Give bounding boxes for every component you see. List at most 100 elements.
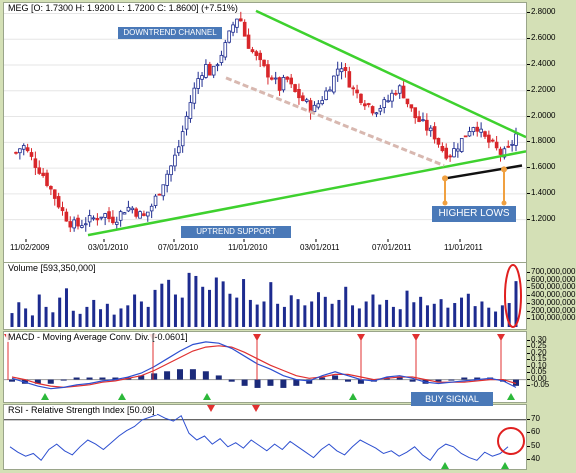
macd-buy-signal-marker	[118, 393, 126, 400]
candle-body	[134, 208, 138, 217]
volume-bar	[466, 293, 470, 327]
candle-body	[254, 51, 259, 56]
rsi-y-tick-label: 70	[531, 413, 540, 423]
uptrend-support-line	[87, 150, 526, 237]
candle-body	[68, 221, 73, 228]
candle-body	[184, 115, 189, 130]
rsi-chart	[4, 405, 526, 469]
price-title: MEG [O: 1.7300 H: 1.9200 L: 1.7200 C: 1.…	[6, 3, 240, 13]
candle-body	[111, 216, 115, 224]
x-tick-label: 07/01/2011	[372, 243, 412, 252]
candle-body	[347, 71, 352, 88]
candle-body	[246, 34, 251, 49]
volume-y-tick-label: 100,000,000	[531, 313, 576, 323]
candle-body	[223, 42, 228, 58]
higher-lows-anchor	[501, 200, 507, 206]
macd-histogram-bar	[34, 379, 41, 384]
candle-body	[409, 104, 414, 109]
volume-bar	[71, 310, 75, 327]
candle-body	[33, 158, 38, 168]
volume-bar	[10, 313, 14, 327]
candle-body	[52, 189, 57, 199]
price-chart: 11/02/2009 03/01/2010 07/01/2010 11/01/2010…	[4, 9, 526, 252]
volume-bar	[187, 272, 191, 327]
candle-body	[56, 196, 61, 208]
candle-body	[328, 89, 332, 92]
macd-histogram-bar	[435, 379, 442, 382]
volume-bar	[153, 289, 157, 327]
volume-bar	[24, 308, 28, 327]
candle-body	[192, 87, 197, 104]
candle-body	[479, 128, 483, 133]
higher-lows-line	[444, 164, 523, 180]
macd-histogram-bar	[293, 379, 300, 386]
volume-bar	[133, 294, 137, 327]
volume-bar	[58, 297, 62, 327]
volume-bar	[160, 283, 164, 327]
candle-body	[149, 205, 154, 212]
price-y-tick-mark	[527, 141, 530, 143]
macd-histogram-bar	[280, 379, 287, 388]
rsi-title: RSI - Relative Strength Index [50.09]	[6, 405, 157, 415]
macd-buy-signal-marker	[203, 393, 211, 400]
macd-y-tick-label: -0.05	[531, 380, 550, 390]
volume-bar	[201, 286, 205, 327]
candle-body	[87, 215, 92, 223]
candle-body	[401, 85, 406, 99]
volume-bar	[296, 299, 300, 327]
volume-bar	[269, 282, 273, 327]
volume-highlight-circle	[504, 264, 522, 328]
candle-body	[277, 77, 282, 91]
candle-body	[215, 64, 220, 67]
volume-bar	[126, 305, 130, 327]
macd-histogram-bar	[345, 379, 351, 382]
candle-body	[374, 112, 379, 115]
candle-body	[161, 184, 166, 197]
volume-bar	[323, 296, 327, 327]
candle-body	[390, 92, 394, 102]
macd-histogram-bar	[474, 377, 481, 380]
rsi-line	[9, 413, 509, 462]
candle-body	[176, 146, 181, 154]
candle-body	[386, 100, 390, 103]
candle-body	[378, 108, 383, 112]
candle-body	[107, 211, 111, 220]
downtrend-line	[255, 9, 526, 139]
volume-bar	[180, 297, 184, 327]
candle-body	[99, 216, 104, 219]
macd-y-tick-label: 0.25	[531, 341, 547, 351]
candle-body	[122, 212, 127, 215]
candle-body	[448, 155, 452, 158]
volume-title: Volume [593,350,000]	[6, 263, 98, 273]
candle-body	[487, 134, 491, 143]
candle-body	[242, 21, 247, 37]
candle-body	[425, 119, 429, 131]
candle-body	[211, 65, 216, 76]
macd-histogram-bar	[99, 377, 106, 380]
candle-body	[293, 84, 297, 92]
candle-body	[382, 99, 387, 108]
volume-bar	[105, 303, 109, 327]
volume-y-tick-label: 400,000,000	[531, 290, 576, 300]
candle-body	[29, 152, 34, 157]
volume-bar	[330, 303, 334, 327]
candle-body	[273, 77, 278, 80]
volume-y-tick-label: 500,000,000	[531, 282, 576, 292]
candle-body	[21, 145, 26, 150]
macd-histogram-bar	[164, 371, 171, 380]
candle-body	[219, 54, 224, 63]
higher-lows-point	[501, 166, 507, 173]
candle-body	[103, 213, 107, 218]
candle-body	[41, 172, 45, 176]
candle-body	[80, 225, 84, 228]
volume-y-tick-mark	[527, 295, 530, 297]
candle-body	[235, 18, 239, 28]
candle-body	[76, 217, 80, 227]
volume-y-axis: 700,000,000 600,000,000 500,000,000 400,000…	[527, 262, 576, 330]
candle-body	[312, 104, 317, 112]
macd-histogram-bar	[332, 375, 339, 380]
macd-title: MACD - Moving Average Conv. Div. [-0.060…	[6, 332, 190, 342]
rsi-y-tick-label: 50	[531, 440, 540, 450]
volume-bar	[473, 306, 477, 327]
x-tick-label: 03/01/2011	[300, 243, 340, 252]
